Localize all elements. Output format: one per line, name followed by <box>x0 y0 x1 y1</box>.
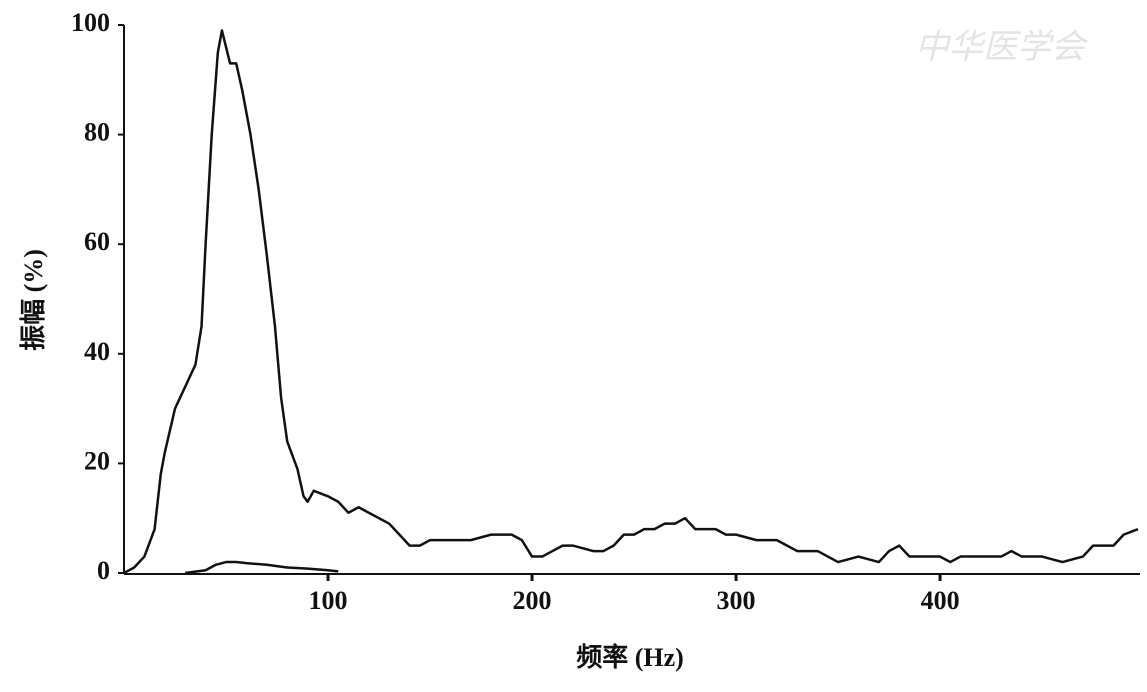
y-tick-label: 100 <box>71 8 110 37</box>
y-tick-label: 60 <box>84 227 110 256</box>
y-axis-label: 振幅 (%) <box>19 249 48 351</box>
y-tick-label: 40 <box>84 337 110 366</box>
x-tick-label: 100 <box>309 586 348 615</box>
x-tick-label: 400 <box>921 586 960 615</box>
x-axis-label: 频率 (Hz) <box>576 642 684 672</box>
y-tick-label: 20 <box>84 446 110 475</box>
watermark: 中华医学会 <box>915 29 1089 66</box>
y-tick-label: 80 <box>84 118 110 147</box>
x-tick-label: 200 <box>513 586 552 615</box>
data-line <box>185 560 339 575</box>
y-tick-label: 0 <box>97 556 110 585</box>
x-tick-label: 300 <box>717 586 756 615</box>
data-line <box>123 29 1139 575</box>
